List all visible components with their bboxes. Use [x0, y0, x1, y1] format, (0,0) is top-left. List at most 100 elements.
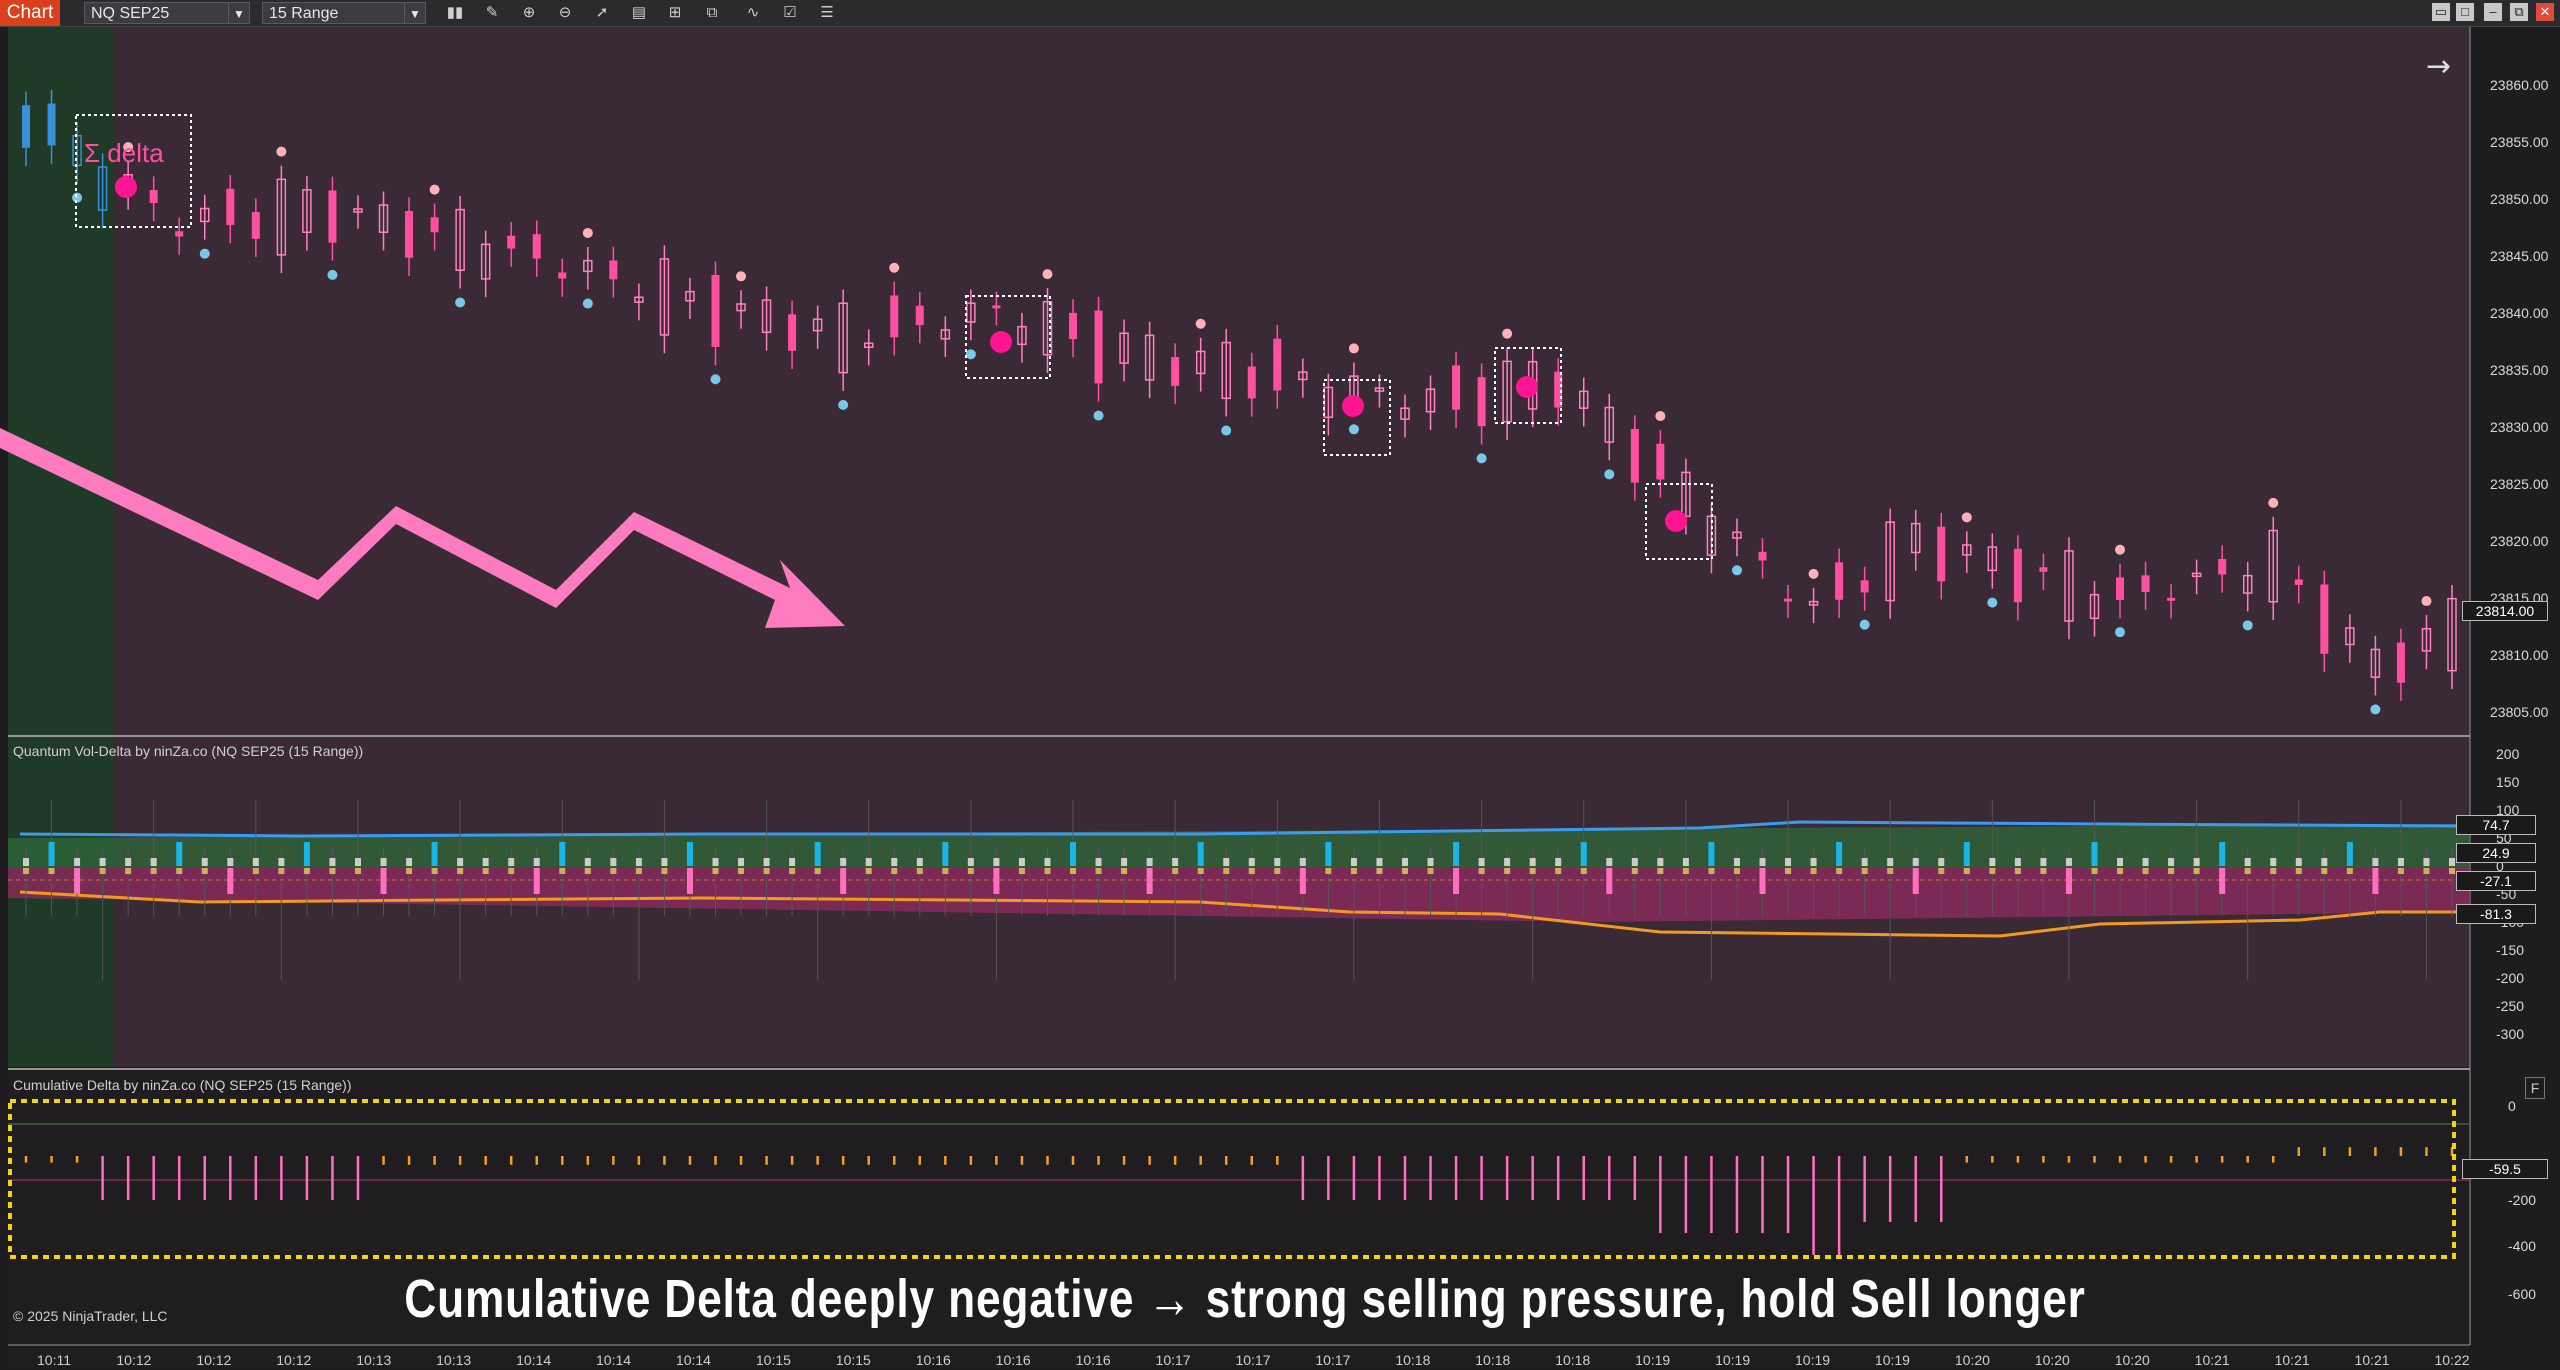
vol-delta-bar	[1631, 858, 1638, 866]
buy-dot	[582, 298, 593, 309]
f-button[interactable]: F	[2525, 1077, 2545, 1099]
vol-delta-bar	[2295, 868, 2302, 874]
tile-icon[interactable]: ⧉	[2510, 3, 2528, 21]
time-tick-label: 10:22	[2434, 1352, 2470, 1368]
candle-body	[1604, 406, 1615, 443]
candle-body	[72, 134, 82, 167]
vol-delta-bar	[635, 868, 642, 874]
template-icon[interactable]: ⊞	[668, 4, 682, 21]
maximize-icon[interactable]: □	[2456, 3, 2474, 21]
zoom-in-icon[interactable]: ⊕	[522, 4, 536, 21]
time-tick-label: 10:19	[1715, 1352, 1751, 1368]
candle-body	[1452, 365, 1461, 410]
vol-delta-bar	[201, 858, 208, 866]
vol-delta-bar	[2168, 868, 2175, 874]
vol-delta-bar	[482, 868, 489, 874]
vol-delta-bar	[1095, 858, 1102, 866]
vol-delta-bar	[1223, 868, 1230, 874]
sell-dot	[1195, 318, 1206, 329]
properties-icon[interactable]: ☑	[783, 4, 797, 21]
vol-delta-bar	[2193, 858, 2200, 866]
vol-delta-bar	[1759, 868, 1766, 894]
candle-body	[2039, 567, 2048, 572]
vol-delta-bar	[2346, 868, 2353, 874]
vol-delta-bar	[942, 868, 949, 874]
vol-delta-bar	[763, 858, 770, 866]
time-tick-label: 10:20	[2114, 1352, 2150, 1368]
vol-delta-bar	[1248, 858, 1255, 866]
candle-body	[2167, 597, 2176, 601]
candle-body	[1195, 350, 1206, 375]
vol-delta-bar	[1044, 858, 1051, 866]
candle-body	[251, 212, 260, 239]
vol-delta-bar	[1938, 868, 1945, 874]
vol-delta-tick-label: 150	[2496, 774, 2520, 790]
vol-delta-bar	[1376, 868, 1383, 874]
candle-body	[890, 295, 899, 338]
vol-delta-bar	[354, 858, 361, 866]
vol-delta-bar	[2423, 858, 2430, 866]
chart-tab[interactable]: Chart	[0, 0, 60, 26]
candle-body	[1298, 371, 1308, 381]
time-tick-label: 10:21	[2354, 1352, 2390, 1368]
vol-delta-bar	[1172, 858, 1179, 866]
chevron-down-icon[interactable]: ▼	[404, 3, 425, 23]
candle-body	[711, 274, 720, 347]
candle-body	[812, 318, 823, 332]
vol-delta-bar	[227, 868, 234, 894]
candle-body	[1784, 598, 1793, 602]
time-tick-label: 10:13	[436, 1352, 472, 1368]
indicator-icon[interactable]: ∿	[746, 4, 760, 21]
buy-dot	[199, 248, 210, 259]
candle-body	[1374, 387, 1385, 392]
vol-delta-bar	[1708, 868, 1715, 874]
chevron-down-icon[interactable]: ▼	[228, 3, 249, 23]
vol-delta-bar	[406, 868, 413, 874]
candle-body	[940, 329, 951, 340]
draw-icon[interactable]: ✎	[485, 4, 499, 21]
zoom-out-icon[interactable]: ⊖	[558, 4, 572, 21]
list-icon[interactable]: ☰	[820, 4, 834, 21]
vol-delta-bar	[125, 868, 132, 874]
candle-body	[2345, 627, 2355, 646]
vol-delta-bar	[1529, 858, 1536, 866]
candle-body	[2396, 642, 2405, 683]
time-tick-label: 10:16	[995, 1352, 1031, 1368]
vol-delta-bar	[610, 858, 617, 866]
candle-body	[405, 210, 414, 258]
vol-delta-value-box: -81.3	[2456, 904, 2536, 924]
vol-delta-bar	[457, 858, 464, 866]
buy-dot	[72, 192, 83, 203]
minimize-icon[interactable]: –	[2484, 3, 2502, 21]
vol-delta-bar	[865, 858, 872, 866]
instrument-selector[interactable]: NQ SEP25 ▼	[84, 2, 250, 24]
buy-dot	[2242, 620, 2253, 631]
candle-body	[455, 208, 465, 271]
signal-dot	[1516, 376, 1538, 398]
vol-delta-bar	[1427, 858, 1434, 866]
bar-type-icon[interactable]: ▮▮	[446, 4, 464, 21]
price-pane-fill	[114, 27, 2470, 735]
scroll-right-icon[interactable]: →	[2426, 49, 2451, 84]
signal-dot	[1342, 395, 1364, 417]
close-icon[interactable]: ✕	[2536, 3, 2554, 21]
restore-icon[interactable]: ▭	[2432, 3, 2450, 21]
bar-type-selector[interactable]: 15 Range ▼	[262, 2, 426, 24]
current-price-box: 23814.00	[2462, 601, 2548, 621]
vol-delta-bar	[1580, 842, 1587, 866]
time-tick-label: 10:15	[835, 1352, 871, 1368]
strategy-icon[interactable]: ⧉	[706, 4, 718, 21]
price-tick-label: 23850.00	[2490, 191, 2549, 207]
candle-body	[175, 231, 184, 237]
candle-body	[1630, 428, 1639, 483]
vol-delta-bar	[763, 868, 770, 874]
vol-delta-bar	[814, 868, 821, 874]
data-box-icon[interactable]: ▤	[631, 4, 647, 21]
buy-dot	[455, 297, 466, 308]
cursor-icon[interactable]: ➚	[595, 4, 609, 21]
buy-dot	[965, 349, 976, 360]
sell-dot	[276, 146, 287, 157]
signal-box	[1645, 483, 1713, 560]
cum-delta-title: Cumulative Delta by ninZa.co (NQ SEP25 (…	[13, 1077, 352, 1093]
